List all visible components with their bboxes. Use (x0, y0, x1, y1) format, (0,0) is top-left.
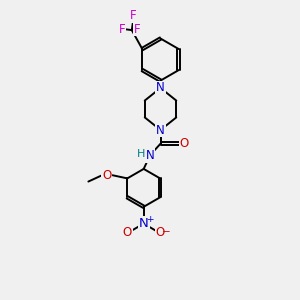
Text: N: N (156, 82, 165, 94)
Text: O: O (155, 226, 165, 238)
Text: F: F (119, 22, 126, 36)
Text: O: O (102, 169, 111, 182)
Text: +: + (146, 215, 153, 224)
Text: O: O (123, 226, 132, 238)
Text: N: N (146, 149, 154, 162)
Text: O: O (179, 137, 189, 150)
Text: F: F (134, 22, 140, 36)
Text: −: − (162, 227, 171, 237)
Text: F: F (130, 9, 136, 22)
Text: N: N (156, 124, 165, 136)
Text: N: N (139, 217, 148, 230)
Text: H: H (137, 148, 146, 159)
